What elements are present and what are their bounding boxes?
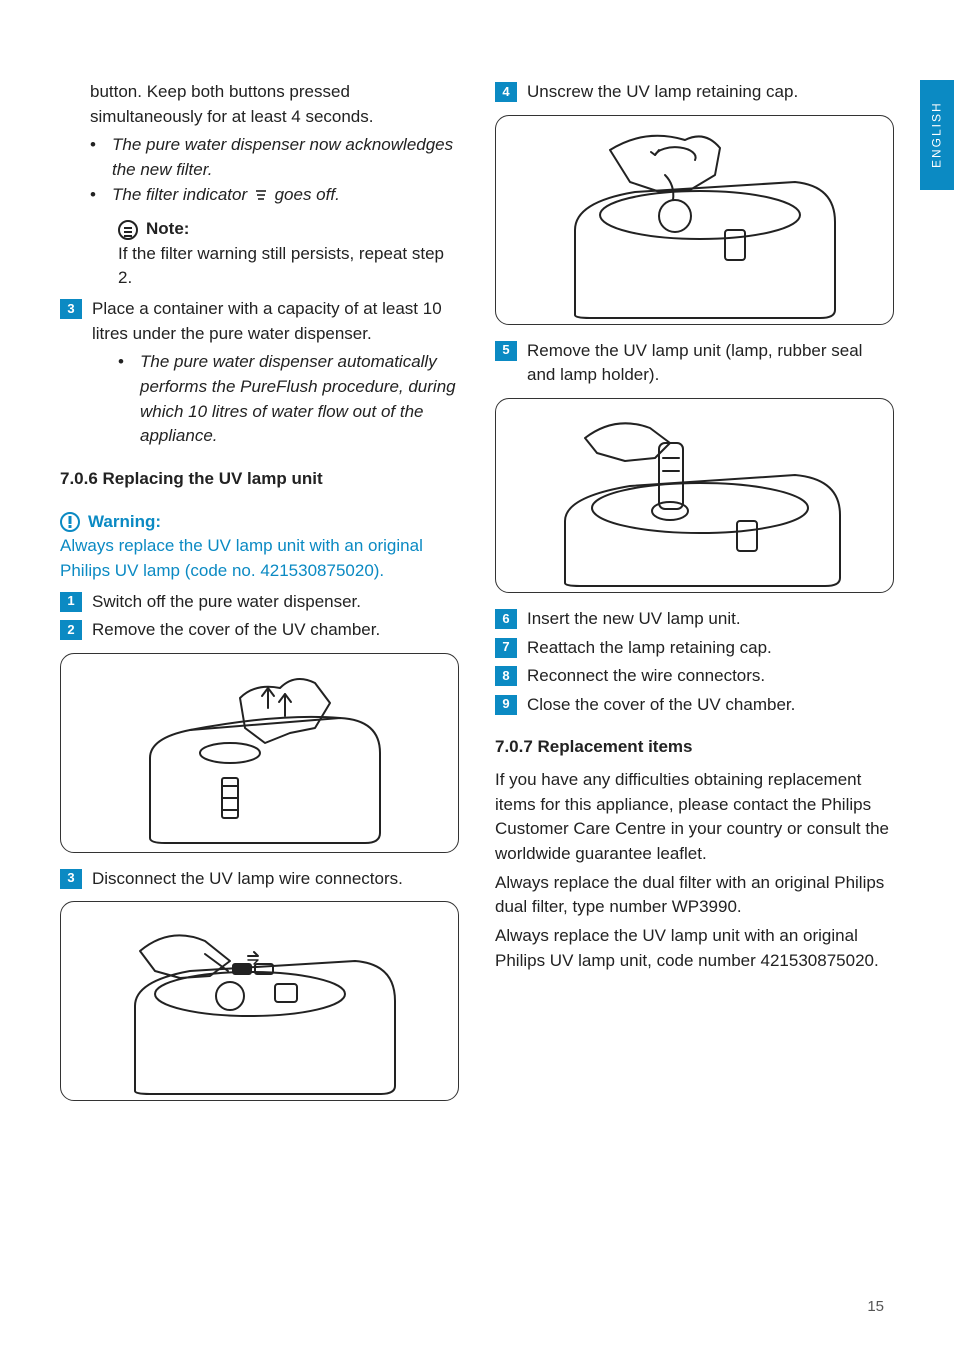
- step-row: 2 Remove the cover of the UV chamber.: [60, 618, 459, 643]
- step-number: 3: [60, 869, 82, 889]
- section-heading-706: 7.0.6 Replacing the UV lamp unit: [60, 467, 459, 492]
- step-text: Remove the UV lamp unit (lamp, rubber se…: [527, 339, 894, 388]
- step-number: 8: [495, 666, 517, 686]
- step-row: 3 Disconnect the UV lamp wire connectors…: [60, 867, 459, 892]
- step-row: 5 Remove the UV lamp unit (lamp, rubber …: [495, 339, 894, 388]
- step-row: 8 Reconnect the wire connectors.: [495, 664, 894, 689]
- figure-remove-lamp: [495, 398, 894, 593]
- bullet-item: • The filter indicator goes off.: [90, 183, 459, 208]
- intro-text: button. Keep both buttons pressed simult…: [90, 80, 459, 129]
- note-body: If the filter warning still persists, re…: [118, 242, 459, 291]
- step-number: 7: [495, 638, 517, 658]
- step-number: 2: [60, 620, 82, 640]
- bullet-item: • The pure water dispenser automatically…: [118, 350, 459, 449]
- bullet-dot: •: [90, 133, 100, 182]
- replacement-p2: Always replace the dual filter with an o…: [495, 871, 894, 920]
- step-text: Switch off the pure water dispenser.: [92, 590, 361, 615]
- step-row: 3 Place a container with a capacity of a…: [60, 297, 459, 346]
- step-row: 4 Unscrew the UV lamp retaining cap.: [495, 80, 894, 105]
- filter-indicator-icon: [254, 188, 268, 202]
- step-number: 6: [495, 609, 517, 629]
- figure-remove-cover: [60, 653, 459, 853]
- warning-label: Warning:: [88, 510, 161, 535]
- step-text: Unscrew the UV lamp retaining cap.: [527, 80, 798, 105]
- step-number: 4: [495, 82, 517, 102]
- warning-heading: Warning:: [60, 510, 459, 535]
- step-text: Close the cover of the UV chamber.: [527, 693, 795, 718]
- figure-unscrew-cap: [495, 115, 894, 325]
- bullet-dot: •: [118, 350, 128, 449]
- step-number: 9: [495, 695, 517, 715]
- note-label: Note:: [146, 217, 189, 242]
- step-text: Reconnect the wire connectors.: [527, 664, 765, 689]
- step-row: 7 Reattach the lamp retaining cap.: [495, 636, 894, 661]
- language-tab: ENGLISH: [920, 80, 954, 190]
- step-text: Reattach the lamp retaining cap.: [527, 636, 772, 661]
- warning-body: Always replace the UV lamp unit with an …: [60, 534, 459, 583]
- section-heading-707: 7.0.7 Replacement items: [495, 735, 894, 760]
- step-text: Remove the cover of the UV chamber.: [92, 618, 380, 643]
- step-text: Insert the new UV lamp unit.: [527, 607, 741, 632]
- page-number: 15: [867, 1296, 884, 1318]
- step-text: Disconnect the UV lamp wire connectors.: [92, 867, 403, 892]
- note-icon: [118, 220, 138, 240]
- replacement-p3: Always replace the UV lamp unit with an …: [495, 924, 894, 973]
- step-row: 1 Switch off the pure water dispenser.: [60, 590, 459, 615]
- bullet-item: • The pure water dispenser now acknowled…: [90, 133, 459, 182]
- warning-icon: [60, 512, 80, 532]
- replacement-p1: If you have any difficulties obtaining r…: [495, 768, 894, 867]
- note-heading: Note:: [118, 217, 459, 242]
- figure-disconnect-wires: [60, 901, 459, 1101]
- step-number: 1: [60, 592, 82, 612]
- bullet-text: The pure water dispenser automatically p…: [140, 350, 459, 449]
- bullet-text: The pure water dispenser now acknowledge…: [112, 133, 459, 182]
- step-text: Place a container with a capacity of at …: [92, 297, 459, 346]
- step-row: 6 Insert the new UV lamp unit.: [495, 607, 894, 632]
- step-number: 5: [495, 341, 517, 361]
- step-number: 3: [60, 299, 82, 319]
- step-row: 9 Close the cover of the UV chamber.: [495, 693, 894, 718]
- content-columns: button. Keep both buttons pressed simult…: [60, 80, 894, 1101]
- bullet-dot: •: [90, 183, 100, 208]
- bullet-text: The filter indicator goes off.: [112, 183, 340, 208]
